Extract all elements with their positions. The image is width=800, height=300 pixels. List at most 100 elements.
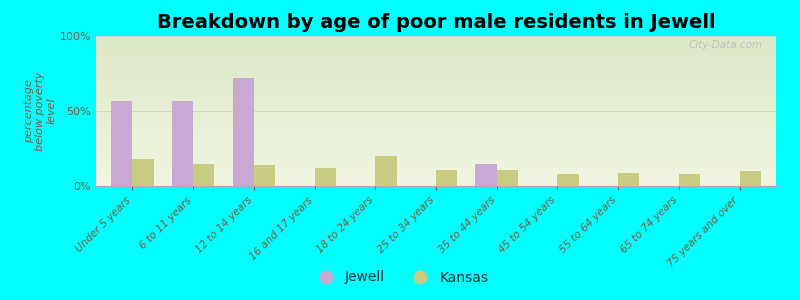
Bar <box>96 86 776 87</box>
Bar <box>96 125 776 126</box>
Bar <box>96 148 776 149</box>
Bar <box>133 159 154 186</box>
Bar <box>96 79 776 80</box>
Bar <box>96 101 776 102</box>
Bar <box>96 113 776 114</box>
Bar <box>96 41 776 42</box>
Bar <box>96 160 776 161</box>
Bar <box>96 104 776 105</box>
Bar <box>96 45 776 46</box>
Bar <box>96 164 776 165</box>
Bar <box>96 109 776 110</box>
Bar <box>96 96 776 97</box>
Bar <box>96 122 776 123</box>
Bar <box>96 178 776 179</box>
Bar <box>96 141 776 142</box>
Bar <box>96 111 776 112</box>
Bar <box>96 123 776 124</box>
Bar <box>96 145 776 146</box>
Bar <box>96 46 776 47</box>
Bar <box>96 153 776 154</box>
Bar <box>96 185 776 186</box>
Bar <box>436 169 458 186</box>
Bar <box>96 60 776 61</box>
Bar <box>96 169 776 170</box>
Bar <box>96 76 776 77</box>
Bar <box>96 103 776 104</box>
Text: City-Data.com: City-Data.com <box>688 40 762 50</box>
Bar <box>96 69 776 70</box>
Bar <box>96 179 776 180</box>
Bar <box>96 126 776 127</box>
Bar <box>96 39 776 40</box>
Bar <box>96 171 776 172</box>
Bar <box>96 174 776 175</box>
Bar <box>96 68 776 69</box>
Bar <box>96 108 776 109</box>
Bar <box>96 180 776 181</box>
Bar <box>96 55 776 56</box>
Bar <box>96 54 776 55</box>
Bar <box>558 174 578 186</box>
Bar <box>96 144 776 145</box>
Bar <box>96 172 776 173</box>
Bar <box>96 119 776 120</box>
Bar <box>739 171 761 186</box>
Bar <box>96 48 776 49</box>
Bar <box>96 139 776 140</box>
Bar <box>96 84 776 85</box>
Bar <box>96 93 776 94</box>
Bar <box>96 117 776 118</box>
Bar <box>96 88 776 89</box>
Bar <box>96 85 776 86</box>
Bar <box>96 166 776 167</box>
Bar <box>96 81 776 82</box>
Bar <box>96 173 776 174</box>
Bar <box>96 95 776 96</box>
Bar <box>96 51 776 52</box>
Bar <box>96 82 776 83</box>
Bar <box>96 59 776 60</box>
Bar <box>96 61 776 62</box>
Bar <box>96 112 776 113</box>
Bar <box>96 67 776 68</box>
Bar <box>375 156 397 186</box>
Bar <box>96 70 776 71</box>
Bar <box>172 100 193 186</box>
Bar <box>96 99 776 100</box>
Title: Breakdown by age of poor male residents in Jewell: Breakdown by age of poor male residents … <box>157 13 715 32</box>
Bar <box>96 56 776 57</box>
Bar <box>96 40 776 41</box>
Bar <box>96 83 776 84</box>
Bar <box>96 78 776 79</box>
Bar <box>96 82 776 83</box>
Bar <box>111 100 133 186</box>
Bar <box>96 136 776 137</box>
Bar <box>96 85 776 86</box>
Bar <box>96 72 776 73</box>
Bar <box>96 128 776 129</box>
Bar <box>96 75 776 76</box>
Bar <box>679 174 700 186</box>
Bar <box>96 64 776 65</box>
Bar <box>96 74 776 75</box>
Bar <box>618 172 639 186</box>
Bar <box>96 167 776 168</box>
Bar <box>96 181 776 182</box>
Bar <box>96 50 776 51</box>
Bar <box>96 163 776 164</box>
Bar <box>96 52 776 53</box>
Bar <box>96 132 776 133</box>
Bar <box>254 165 275 186</box>
Bar <box>96 151 776 152</box>
Bar <box>96 134 776 135</box>
Bar <box>96 184 776 185</box>
Bar <box>96 142 776 143</box>
Bar <box>96 57 776 58</box>
Bar <box>96 158 776 159</box>
Bar <box>96 155 776 156</box>
Bar <box>96 149 776 150</box>
Bar <box>96 118 776 119</box>
Bar <box>96 168 776 169</box>
Bar <box>96 135 776 136</box>
